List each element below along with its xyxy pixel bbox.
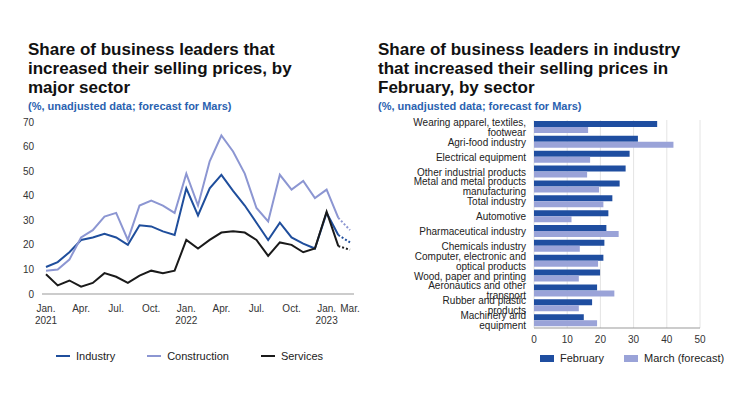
svg-text:30: 30 bbox=[628, 334, 640, 345]
svg-text:70: 70 bbox=[23, 117, 35, 128]
svg-text:10: 10 bbox=[23, 264, 35, 275]
svg-text:Apr.: Apr. bbox=[212, 303, 230, 314]
svg-text:40: 40 bbox=[23, 190, 35, 201]
svg-text:20: 20 bbox=[23, 239, 35, 250]
svg-text:60: 60 bbox=[23, 141, 35, 152]
svg-text:Apr.: Apr. bbox=[72, 303, 90, 314]
svg-text:Jul.: Jul. bbox=[108, 303, 124, 314]
svg-text:Total industry: Total industry bbox=[467, 196, 526, 207]
svg-text:Oct.: Oct. bbox=[282, 303, 300, 314]
svg-text:Wearing apparel, textiles,foot: Wearing apparel, textiles,footwear bbox=[413, 117, 526, 138]
svg-text:0: 0 bbox=[531, 334, 537, 345]
svg-text:Mar.: Mar. bbox=[340, 303, 359, 314]
svg-text:50: 50 bbox=[23, 166, 35, 177]
svg-text:Machinery andequipment: Machinery andequipment bbox=[460, 310, 526, 331]
svg-text:10: 10 bbox=[562, 334, 574, 345]
svg-text:Jan.2023: Jan.2023 bbox=[315, 303, 338, 326]
svg-text:Computer, electronic andoptica: Computer, electronic andoptical products bbox=[415, 251, 526, 272]
svg-text:Electrical equipment: Electrical equipment bbox=[436, 152, 526, 163]
svg-text:Automotive: Automotive bbox=[476, 211, 526, 222]
svg-text:30: 30 bbox=[23, 215, 35, 226]
svg-text:Jul.: Jul. bbox=[249, 303, 265, 314]
svg-text:Pharmaceutical industry: Pharmaceutical industry bbox=[419, 226, 526, 237]
svg-text:Jan.2022: Jan.2022 bbox=[175, 303, 198, 326]
svg-text:Oct.: Oct. bbox=[142, 303, 160, 314]
svg-text:Metal and metal productsmanufa: Metal and metal productsmanufacturing bbox=[414, 176, 526, 197]
svg-text:40: 40 bbox=[661, 334, 673, 345]
svg-text:20: 20 bbox=[595, 334, 607, 345]
svg-text:Agri-food industry: Agri-food industry bbox=[448, 137, 526, 148]
svg-text:Jan.2021: Jan.2021 bbox=[35, 303, 58, 326]
svg-text:50: 50 bbox=[694, 334, 706, 345]
svg-text:0: 0 bbox=[28, 289, 34, 300]
